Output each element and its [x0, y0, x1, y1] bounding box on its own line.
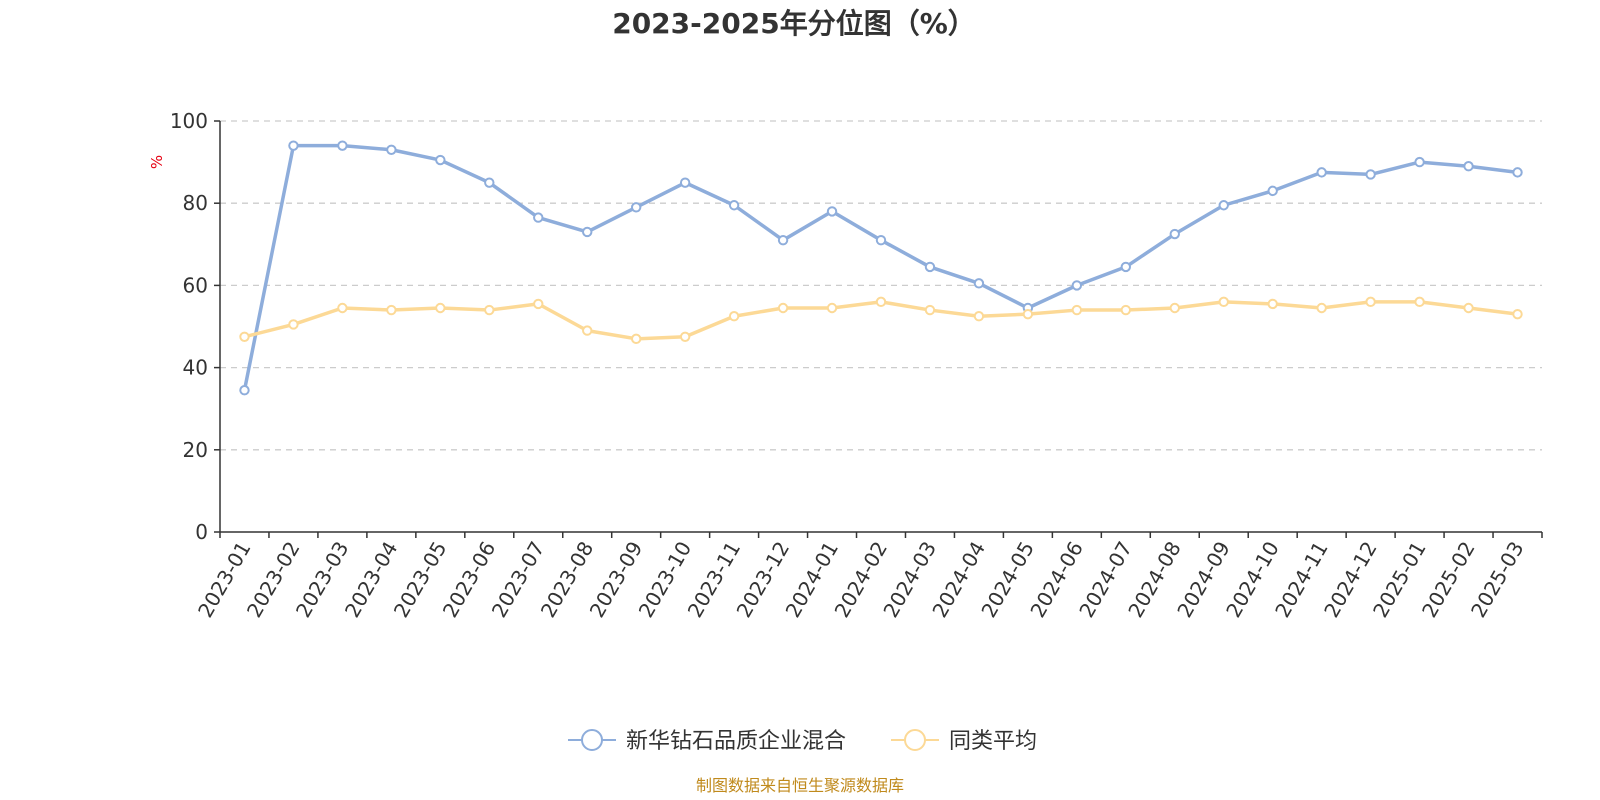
data-point[interactable] [1022, 308, 1034, 320]
data-point[interactable] [337, 302, 348, 314]
data-point[interactable] [582, 325, 593, 336]
data-point[interactable] [1365, 296, 1376, 308]
data-point[interactable] [1267, 298, 1278, 310]
y-tick-label: 60 [183, 273, 208, 297]
data-point[interactable] [1169, 228, 1180, 240]
data-point[interactable] [533, 212, 544, 223]
data-point[interactable] [728, 200, 740, 211]
data-point[interactable] [728, 311, 740, 322]
data-point[interactable] [630, 333, 642, 345]
data-point[interactable] [1414, 156, 1425, 168]
data-point[interactable] [288, 319, 299, 330]
series-line [242, 143, 1520, 392]
legend-marker-icon [581, 729, 603, 751]
y-tick-labels: 0 20 40 60 80 100 [170, 109, 208, 544]
data-point[interactable] [1512, 167, 1523, 178]
data-point[interactable] [1267, 185, 1278, 197]
source-note: 制图数据来自恒生聚源数据库 [696, 776, 904, 795]
data-point[interactable] [1071, 280, 1083, 291]
data-point[interactable] [1169, 302, 1180, 314]
data-point[interactable] [1316, 302, 1327, 314]
data-point[interactable] [875, 296, 887, 308]
y-axis-unit-label: % [148, 155, 166, 169]
series-lines [239, 140, 1523, 396]
legend-marker-icon [904, 729, 926, 751]
y-tick-label: 20 [183, 438, 208, 462]
data-point[interactable] [1120, 261, 1132, 273]
data-point[interactable] [973, 278, 985, 289]
data-point[interactable] [1218, 296, 1229, 308]
data-point[interactable] [777, 302, 789, 314]
data-point[interactable] [435, 302, 446, 314]
series-1 [239, 140, 1523, 396]
data-point[interactable] [484, 177, 495, 188]
x-tick-labels: 2023-012023-022023-032023-042023-052023-… [193, 537, 1529, 621]
data-point[interactable] [239, 331, 250, 342]
data-point[interactable] [1365, 169, 1376, 180]
data-point[interactable] [777, 234, 789, 246]
data-point[interactable] [1120, 304, 1132, 316]
data-point[interactable] [1512, 308, 1523, 320]
data-point[interactable] [973, 311, 985, 322]
data-point[interactable] [1463, 161, 1474, 172]
legend-label: 新华钻石品质企业混合 [626, 729, 846, 754]
data-point[interactable] [484, 304, 495, 316]
data-point[interactable] [1414, 296, 1425, 308]
y-tick-label: 40 [183, 356, 208, 380]
data-point[interactable] [288, 140, 299, 151]
grid-lines [214, 120, 1542, 533]
legend-item[interactable]: 新华钻石品质企业混合 [568, 729, 846, 754]
y-tick-label: 100 [170, 109, 208, 133]
data-point[interactable] [826, 302, 838, 314]
data-point[interactable] [679, 331, 691, 342]
data-point[interactable] [875, 234, 887, 246]
legend-label: 同类平均 [949, 729, 1037, 754]
data-point[interactable] [533, 298, 544, 310]
y-tick-label: 80 [183, 191, 208, 215]
data-point[interactable] [1463, 302, 1474, 314]
legend-item[interactable]: 同类平均 [891, 729, 1037, 754]
data-point[interactable] [435, 154, 446, 166]
data-point[interactable] [826, 206, 838, 217]
data-point[interactable] [1316, 167, 1327, 178]
data-point[interactable] [679, 177, 691, 188]
legend[interactable]: 新华钻石品质企业混合 同类平均 [568, 729, 1037, 754]
data-point[interactable] [386, 304, 397, 316]
data-point[interactable] [582, 226, 593, 238]
series-2 [239, 296, 1523, 345]
data-point[interactable] [1071, 304, 1083, 316]
data-point[interactable] [630, 202, 642, 213]
chart-title: 2023-2025年分位图（%） [612, 7, 976, 40]
y-tick-label: 0 [195, 520, 208, 544]
data-point[interactable] [924, 304, 936, 316]
data-point[interactable] [1218, 200, 1229, 211]
data-point[interactable] [386, 144, 397, 155]
data-point[interactable] [239, 385, 250, 396]
axes [219, 121, 1543, 538]
data-point[interactable] [337, 140, 348, 151]
data-point[interactable] [924, 261, 936, 273]
